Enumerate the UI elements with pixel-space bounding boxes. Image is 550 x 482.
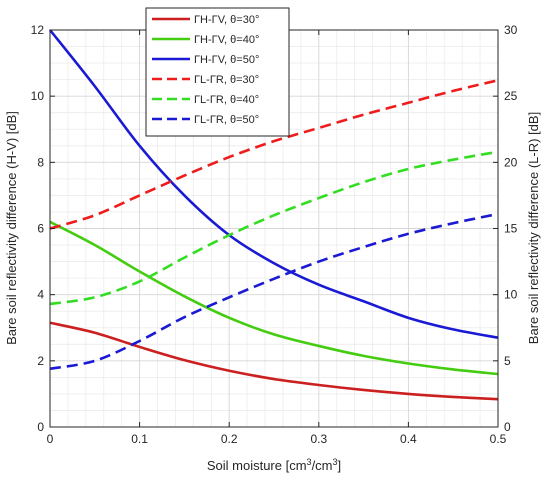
legend-label-4: ΓL-ΓR, θ=30° xyxy=(194,74,259,86)
y-right-tick-label: 5 xyxy=(504,354,511,368)
series-line-2 xyxy=(49,220,499,376)
series-line-6 xyxy=(49,212,499,371)
y-right-axis-label: Bare soil reflectivity difference (L-R) … xyxy=(526,112,541,344)
legend: ΓH-ΓV, θ=30° ΓH-ΓV, θ=40° ΓH-ΓV, θ=50° ΓL-Γ… xyxy=(145,7,290,137)
series-line-1 xyxy=(49,321,499,401)
y-right-tick-label: 15 xyxy=(504,222,518,236)
x-axis-label: Soil moisture [cm3/cm3] xyxy=(207,457,341,473)
y-left-tick-label: 0 xyxy=(37,420,44,434)
y-left-tick-label: 8 xyxy=(37,155,44,169)
y-right-tick-label: 10 xyxy=(504,288,518,302)
series-layer xyxy=(48,29,499,401)
legend-label-5: ΓL-ΓR, θ=40° xyxy=(194,94,259,106)
y-left-tick-label: 2 xyxy=(37,354,44,368)
legend-label-1: ΓH-ΓV, θ=30° xyxy=(194,14,259,26)
series-line-4 xyxy=(49,79,499,230)
y-right-axis-ticks: 0 5 10 15 20 25 30 xyxy=(493,23,518,434)
series-line-5 xyxy=(49,150,499,306)
x-tick-label: 0 xyxy=(47,432,54,446)
x-tick-label: 0.2 xyxy=(221,432,238,446)
y-right-tick-label: 0 xyxy=(504,420,511,434)
y-right-tick-label: 25 xyxy=(504,89,518,103)
y-left-axis-label: Bare soil reflectivity difference (H-V) … xyxy=(4,111,19,345)
legend-box xyxy=(145,7,290,137)
legend-label-2: ΓH-ΓV, θ=40° xyxy=(194,34,259,46)
x-axis-ticks: 0 0.1 0.2 0.3 0.4 0.5 xyxy=(47,30,507,446)
x-tick-label: 0.5 xyxy=(490,432,507,446)
legend-label-6: ΓL-ΓR, θ=50° xyxy=(194,114,259,126)
legend-label-3: ΓH-ΓV, θ=50° xyxy=(194,54,259,66)
y-right-tick-label: 20 xyxy=(504,155,518,169)
y-left-tick-label: 10 xyxy=(31,89,45,103)
y-left-tick-label: 6 xyxy=(37,222,44,236)
y-right-tick-label: 30 xyxy=(504,23,518,37)
x-tick-label: 0.1 xyxy=(131,432,148,446)
y-left-axis-ticks: 0 2 4 6 8 10 12 xyxy=(31,23,55,434)
series-line-3 xyxy=(48,29,499,339)
x-tick-label: 0.4 xyxy=(400,432,417,446)
x-tick-label: 0.3 xyxy=(310,432,327,446)
y-left-tick-label: 12 xyxy=(31,23,45,37)
y-left-tick-label: 4 xyxy=(37,288,44,302)
